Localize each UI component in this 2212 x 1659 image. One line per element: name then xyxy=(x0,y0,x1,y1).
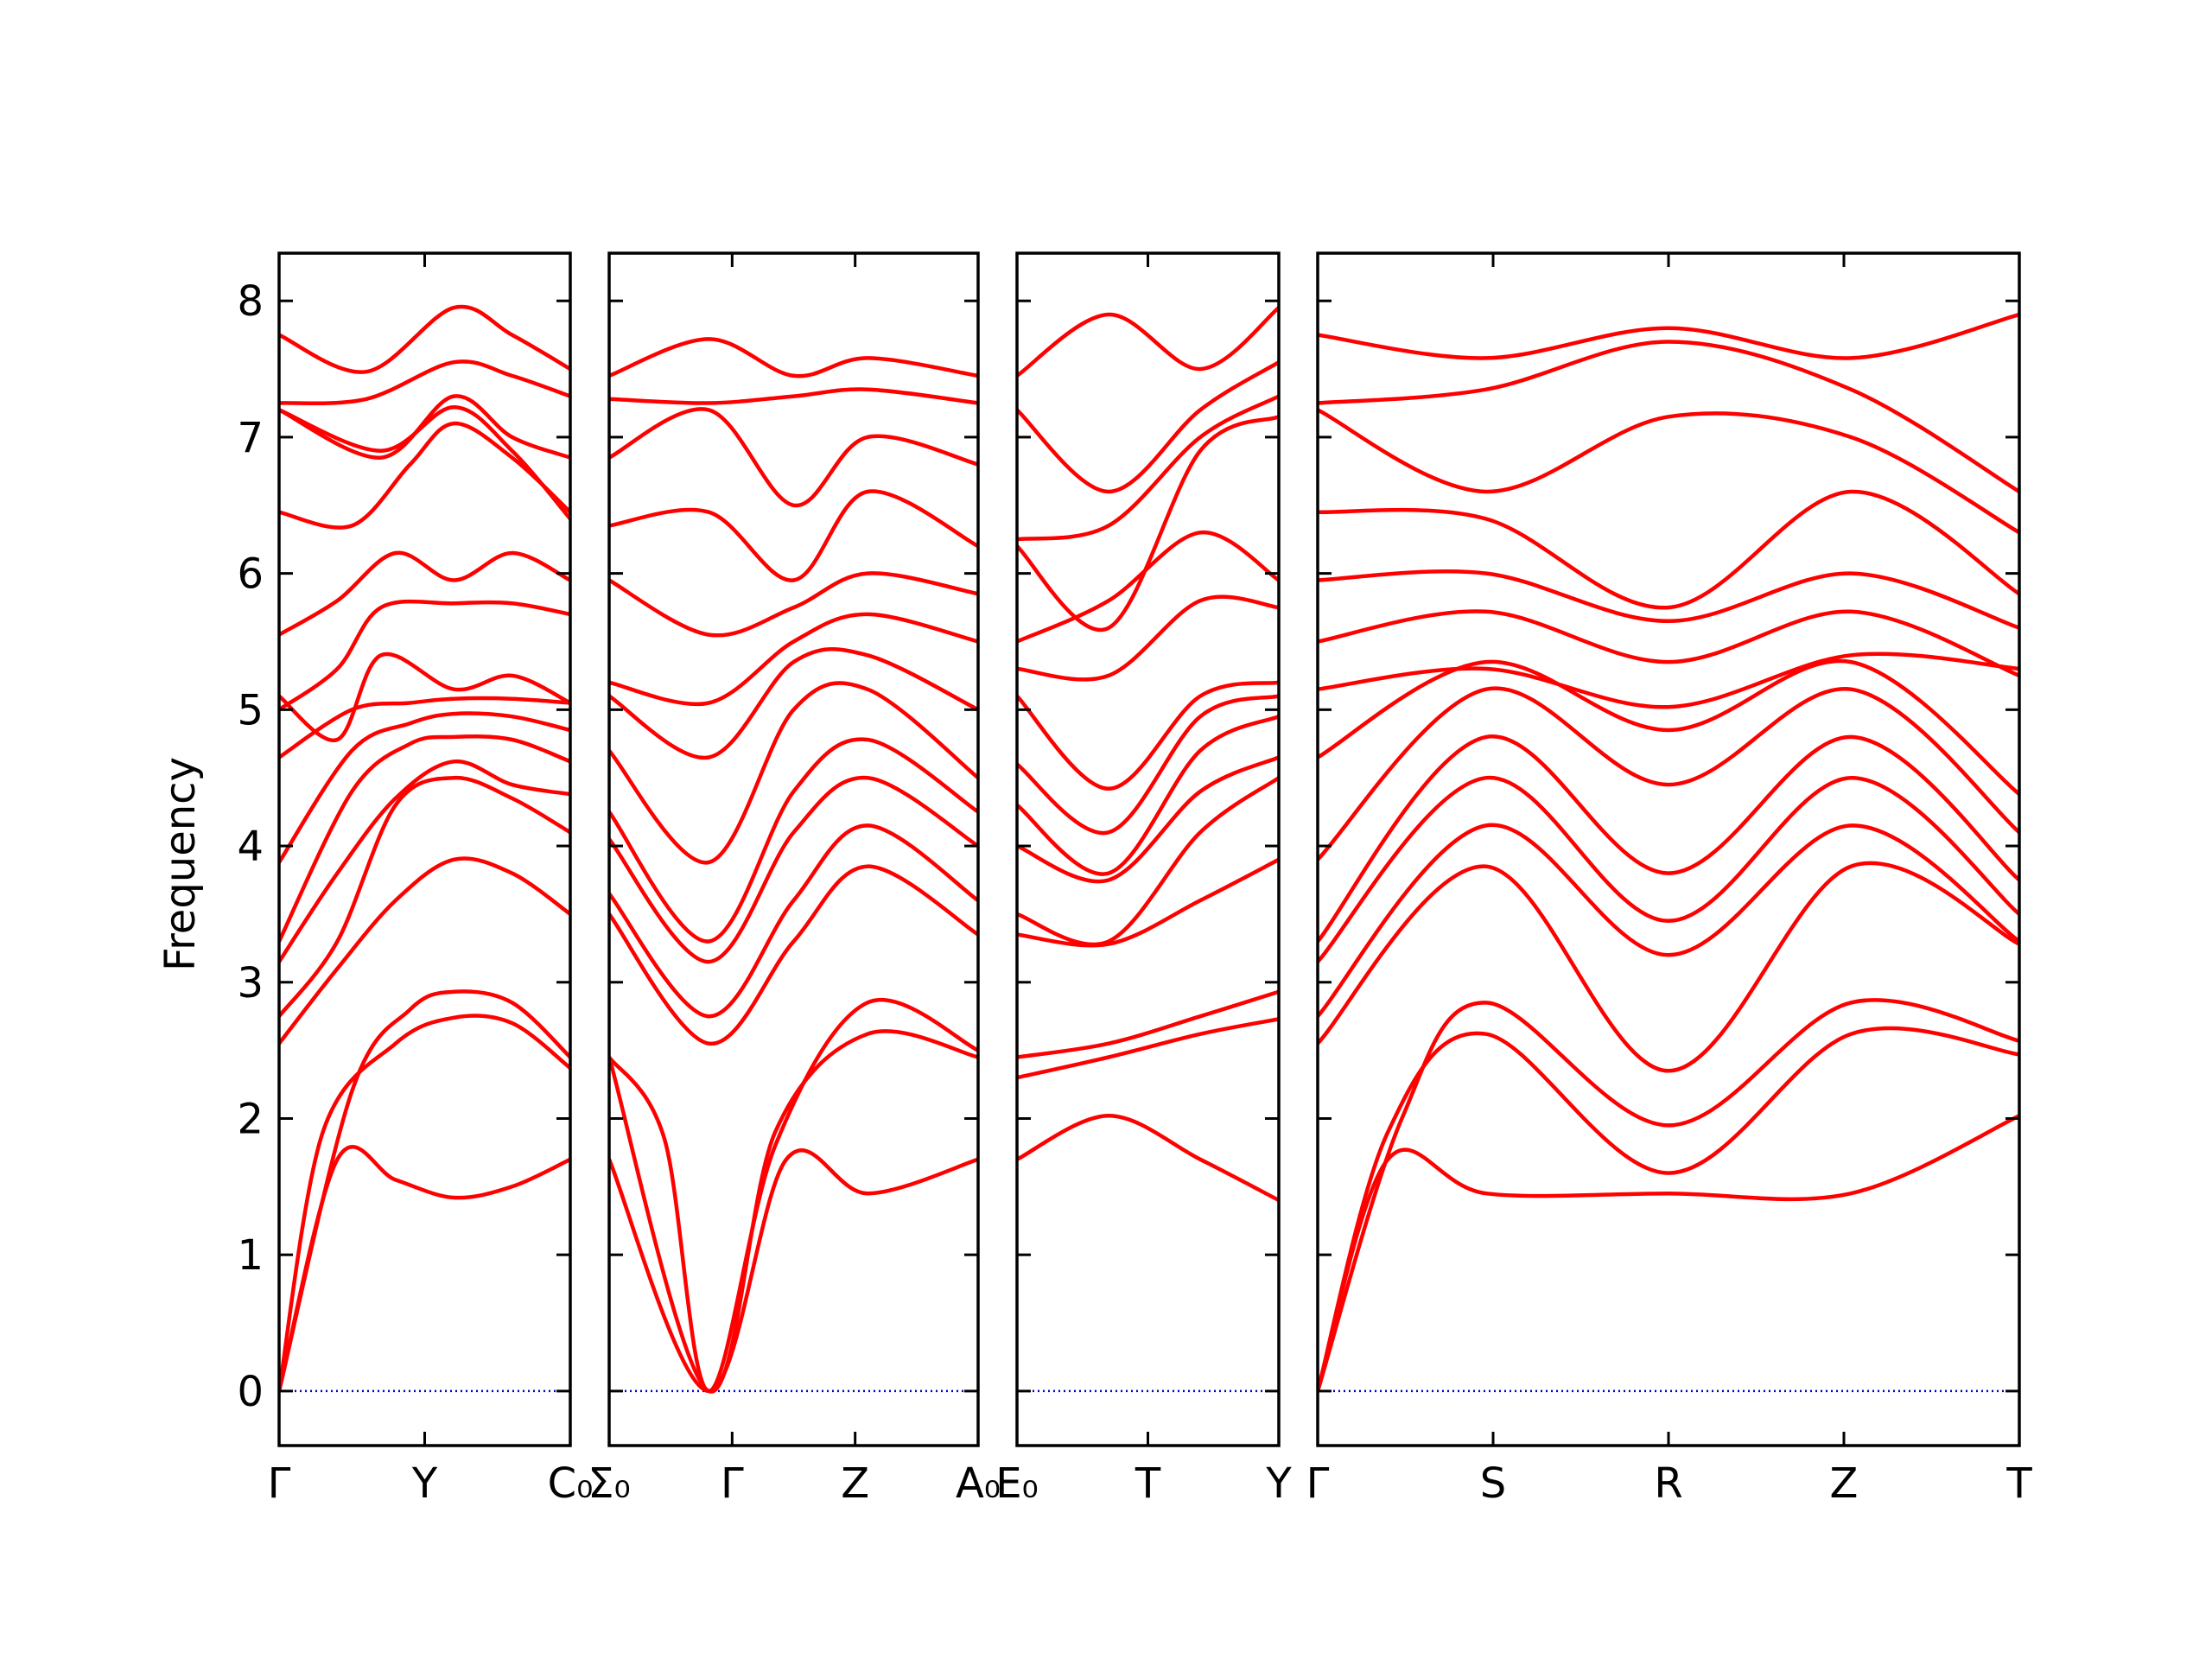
x-tick-label: Z xyxy=(841,1459,869,1508)
x-tick-label: Y xyxy=(411,1459,438,1508)
band-line-band-9 xyxy=(279,696,570,760)
panel-2: Σ₀ Γ Z A₀ xyxy=(588,251,1001,1508)
band-line-band-10 xyxy=(279,652,570,742)
panel-frame xyxy=(607,251,980,1447)
y-axis-label: Frequency xyxy=(156,757,205,971)
x-tick-label: C₀ xyxy=(548,1459,594,1508)
band-line-band-4 xyxy=(1318,861,2019,1073)
band-line-band-4 xyxy=(609,864,978,1046)
band-line-band-5 xyxy=(1318,823,2019,1018)
band-line-band-8 xyxy=(1017,694,1279,836)
band-line-band-11 xyxy=(1017,531,1279,644)
x-tick-label: T xyxy=(1135,1459,1161,1508)
band-line-band-2 xyxy=(1318,1026,2019,1392)
x-tick-label: Σ₀ xyxy=(588,1459,631,1508)
band-line-band-14 xyxy=(279,404,570,520)
bands-group xyxy=(609,337,978,1394)
band-line-band-8 xyxy=(279,711,570,864)
y-tick-label: 0 xyxy=(237,1368,264,1416)
band-line-band-9 xyxy=(1017,680,1279,791)
bands-group xyxy=(1017,306,1279,1203)
band-line-band-3 xyxy=(279,989,570,1392)
bands-group xyxy=(279,304,570,1392)
band-line-band-17 xyxy=(279,304,570,374)
y-tick-label: 6 xyxy=(237,550,264,599)
band-line-band-10 xyxy=(609,612,978,706)
band-line-band-6 xyxy=(279,760,570,963)
band-line-band-13 xyxy=(279,421,570,530)
band-line-band-13 xyxy=(1017,394,1279,542)
band-line-band-5 xyxy=(1017,776,1279,947)
y-tick-label: 7 xyxy=(237,414,264,462)
band-line-band-5 xyxy=(279,775,570,1018)
band-line-band-6 xyxy=(1017,755,1279,884)
band-line-band-2 xyxy=(279,1014,570,1392)
band-line-band-3 xyxy=(1017,989,1279,1059)
x-tick-label: R xyxy=(1654,1459,1682,1508)
band-line-band-7 xyxy=(279,734,570,943)
band-line-band-5 xyxy=(609,823,978,1019)
y-tick-label: 5 xyxy=(237,686,264,734)
band-line-band-7 xyxy=(1318,734,2019,943)
band-line-band-2 xyxy=(1017,1017,1279,1080)
x-tick-label: S xyxy=(1480,1459,1506,1508)
band-line-band-8 xyxy=(1318,686,2019,861)
band-line-band-8 xyxy=(609,681,978,865)
band-line-band-15 xyxy=(1017,306,1279,378)
band-line-band-9 xyxy=(1318,658,2019,796)
band-line-band-6 xyxy=(609,775,978,964)
x-tick-label: A₀ xyxy=(956,1459,1001,1508)
band-line-band-6 xyxy=(1318,775,2019,963)
band-line-band-4 xyxy=(1017,857,1279,948)
band-line-band-11 xyxy=(609,571,978,638)
band-line-band-9 xyxy=(609,647,978,760)
band-line-band-2 xyxy=(609,1029,978,1394)
band-line-band-1 xyxy=(609,1148,978,1394)
x-tick-label: Γ xyxy=(268,1459,291,1508)
band-line-band-10 xyxy=(1017,594,1279,682)
band-line-band-15 xyxy=(279,394,570,460)
band-line-band-15 xyxy=(1318,340,2019,493)
band-line-band-15 xyxy=(609,337,978,378)
y-tick-label: 2 xyxy=(237,1095,264,1143)
x-tick-label: Γ xyxy=(721,1459,744,1508)
band-line-band-14 xyxy=(1318,408,2019,535)
panel-1: 0 1 2 3 4 5 6 7 8 Γ Y C₀ xyxy=(237,251,594,1508)
band-line-band-3 xyxy=(1318,998,2019,1392)
y-tick-label: 3 xyxy=(237,959,264,1007)
y-tick-label: 4 xyxy=(237,823,264,871)
x-tick-label: Y xyxy=(1265,1459,1292,1508)
band-line-band-13 xyxy=(609,407,978,508)
panel-3: E₀ T Y xyxy=(995,251,1292,1508)
bands-group xyxy=(1318,312,2019,1392)
band-line-band-12 xyxy=(279,550,570,637)
x-tick-label: E₀ xyxy=(995,1459,1039,1508)
y-tick-label: 1 xyxy=(237,1231,264,1280)
band-line-band-7 xyxy=(609,737,978,944)
x-tick-label: Z xyxy=(1830,1459,1859,1508)
band-line-band-3 xyxy=(609,998,978,1394)
band-line-band-14 xyxy=(609,387,978,405)
band-line-band-13 xyxy=(1318,489,2019,610)
y-tick-label: 8 xyxy=(237,277,264,326)
band-line-band-16 xyxy=(279,359,570,406)
band-line-band-11 xyxy=(1318,609,2019,678)
band-line-band-1 xyxy=(279,1145,570,1392)
band-line-band-12 xyxy=(1017,415,1279,632)
band-line-band-14 xyxy=(1017,360,1279,494)
band-line-band-1 xyxy=(1318,1114,2019,1392)
band-line-band-12 xyxy=(1318,569,2019,630)
x-tick-label: Γ xyxy=(1306,1459,1330,1508)
band-line-band-1 xyxy=(1017,1114,1279,1203)
band-line-band-4 xyxy=(279,856,570,1046)
band-line-band-10 xyxy=(1318,652,2019,709)
band-line-band-7 xyxy=(1017,715,1279,876)
x-tick-label: T xyxy=(2005,1459,2032,1508)
band-line-band-16 xyxy=(1318,312,2019,360)
band-line-band-11 xyxy=(279,599,570,712)
band-line-band-12 xyxy=(609,489,978,582)
